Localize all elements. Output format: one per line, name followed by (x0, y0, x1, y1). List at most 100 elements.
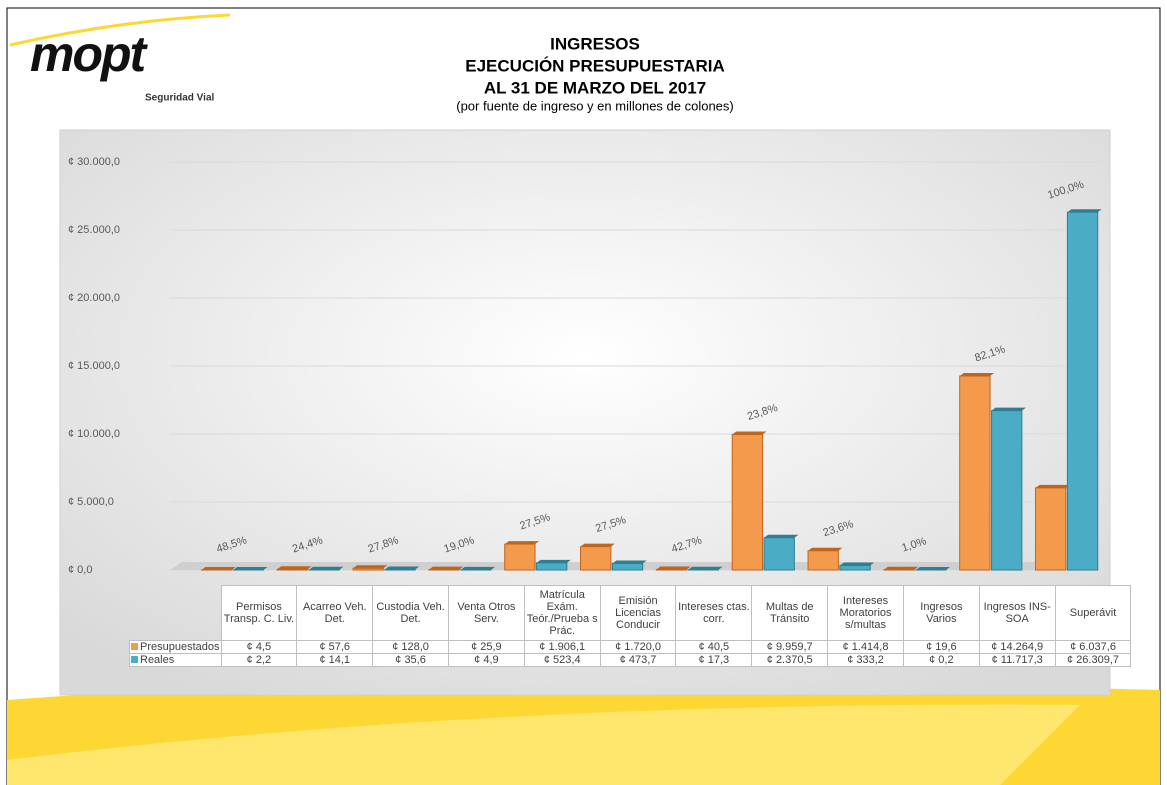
bar-top (991, 407, 1026, 411)
bar-top (384, 566, 420, 570)
bar-top (428, 566, 464, 570)
data-label: ¢ 0,2 (902, 653, 980, 667)
bar-top (353, 565, 388, 569)
logo-tagline: Seguridad Vial (145, 93, 215, 104)
swoosh (1030, 730, 1160, 785)
bar-top (1067, 209, 1102, 213)
chart-title: AL 31 DE MARZO DEL 2017 (484, 78, 706, 97)
bar-top (688, 566, 723, 570)
data-label: ¢ 25,9 (447, 640, 525, 654)
bar-top (612, 560, 647, 564)
bar (580, 546, 612, 571)
chart-subtitle: (por fuente de ingreso y en millones de … (456, 98, 734, 113)
swoosh (7, 704, 1080, 785)
bar (959, 375, 991, 571)
legend-swatch (131, 643, 138, 650)
x-tick-label: Matrícula Exám. Teór./Prueba s Prác. (523, 585, 601, 641)
slide-border (6, 7, 1161, 785)
y-tick-label: ¢ 15.000,0 (68, 360, 120, 372)
data-label: ¢ 6.037,6 (1054, 640, 1132, 654)
bar-top (839, 562, 875, 566)
y-tick-label: ¢ 25.000,0 (68, 224, 120, 236)
bar (655, 568, 688, 571)
bar-top (764, 534, 799, 538)
bar-top (201, 566, 236, 570)
legend-entry: Reales (129, 653, 222, 667)
bar (352, 567, 384, 571)
bar (991, 410, 1023, 571)
data-label: ¢ 4,9 (447, 653, 525, 667)
data-label: ¢ 57,6 (296, 640, 374, 654)
bar-top (1035, 484, 1070, 488)
legend-label: Presupuestados (140, 641, 220, 653)
bar-top (808, 547, 843, 551)
y-tick-label: ¢ 10.000,0 (68, 428, 120, 440)
y-tick-label: ¢ 20.000,0 (68, 292, 120, 304)
x-tick-label: Custodia Veh. Det. (372, 585, 449, 641)
legend-swatch (131, 656, 138, 663)
x-tick-label: Intereses ctas. corr. (675, 585, 753, 641)
bar-top (732, 431, 767, 435)
table-row: Presupuestados ¢ 4,5 ¢ 57,6 ¢ 128,0 ¢ 25,9 ¢ … (129, 640, 1132, 654)
data-table: Permisos Transp. C. Liv. Acarreo Veh. Det… (129, 585, 1132, 667)
data-label: ¢ 473,7 (599, 653, 677, 667)
data-label: ¢ 26.309,7 (1054, 653, 1132, 667)
x-tick-label: Acarreo Veh. Det. (296, 585, 374, 641)
data-label: ¢ 14,1 (296, 653, 374, 667)
table-row: Permisos Transp. C. Liv. Acarreo Veh. Det… (130, 585, 1132, 641)
data-label: ¢ 1.414,8 (827, 640, 904, 654)
bar-top (580, 543, 615, 547)
logo: mopt (30, 26, 149, 82)
x-tick-label: Emisión Licencias Conducir (599, 585, 677, 641)
x-tick-label: Ingresos Varios (902, 585, 980, 641)
bar-top (460, 566, 496, 570)
data-label: ¢ 19,6 (902, 640, 980, 654)
bar (1066, 211, 1099, 571)
y-tick-label: ¢ 30.000,0 (68, 156, 120, 168)
x-tick-label: Intereses Moratorios s/multas (827, 585, 904, 641)
y-tick-label: ¢ 0,0 (68, 564, 92, 576)
bar-top (536, 559, 571, 563)
data-label: ¢ 17,3 (675, 653, 753, 667)
bar-top (233, 566, 268, 570)
data-label: ¢ 1.720,0 (599, 640, 677, 654)
x-tick-label: Venta Otros Serv. (447, 585, 525, 641)
y-tick-label: ¢ 5.000,0 (68, 496, 114, 508)
x-tick-label: Multas de Tránsito (751, 585, 829, 641)
bar-top (309, 566, 344, 570)
x-tick-label: Permisos Transp. C. Liv. (220, 585, 298, 641)
data-label: ¢ 2,2 (220, 653, 298, 667)
bar (1035, 487, 1067, 571)
logo-swoosh (9, 13, 231, 47)
data-label: ¢ 2.370,5 (751, 653, 829, 667)
data-label: ¢ 11.717,3 (978, 653, 1056, 667)
data-label: ¢ 14.264,9 (978, 640, 1056, 654)
bar-top (656, 566, 691, 570)
bar-top (277, 566, 312, 570)
data-label: ¢ 9.959,7 (751, 640, 829, 654)
bar (276, 568, 309, 571)
data-label: ¢ 128,0 (372, 640, 449, 654)
bar-top (883, 566, 919, 570)
legend-label: Reales (140, 654, 175, 666)
data-label: ¢ 523,4 (523, 653, 601, 667)
bar (807, 550, 839, 571)
bar-top (504, 541, 540, 545)
bar (763, 537, 795, 571)
data-label: ¢ 333,2 (827, 653, 904, 667)
legend-entry: Presupuestados (129, 640, 222, 654)
data-label: ¢ 4,5 (220, 640, 298, 654)
bar (731, 434, 764, 571)
data-label: ¢ 35,6 (372, 653, 449, 667)
bar-top (915, 566, 951, 570)
table-row: Reales ¢ 2,2 ¢ 14,1 ¢ 35,6 ¢ 4,9 ¢ 523,4 ¢ 473… (129, 653, 1132, 667)
chart-title: INGRESOS (550, 34, 640, 53)
bar (839, 564, 871, 571)
bar (611, 563, 644, 571)
bar-top (959, 372, 995, 376)
x-tick-label: Superávit (1054, 585, 1132, 641)
bar (504, 543, 536, 571)
data-label: ¢ 1.906,1 (523, 640, 601, 654)
